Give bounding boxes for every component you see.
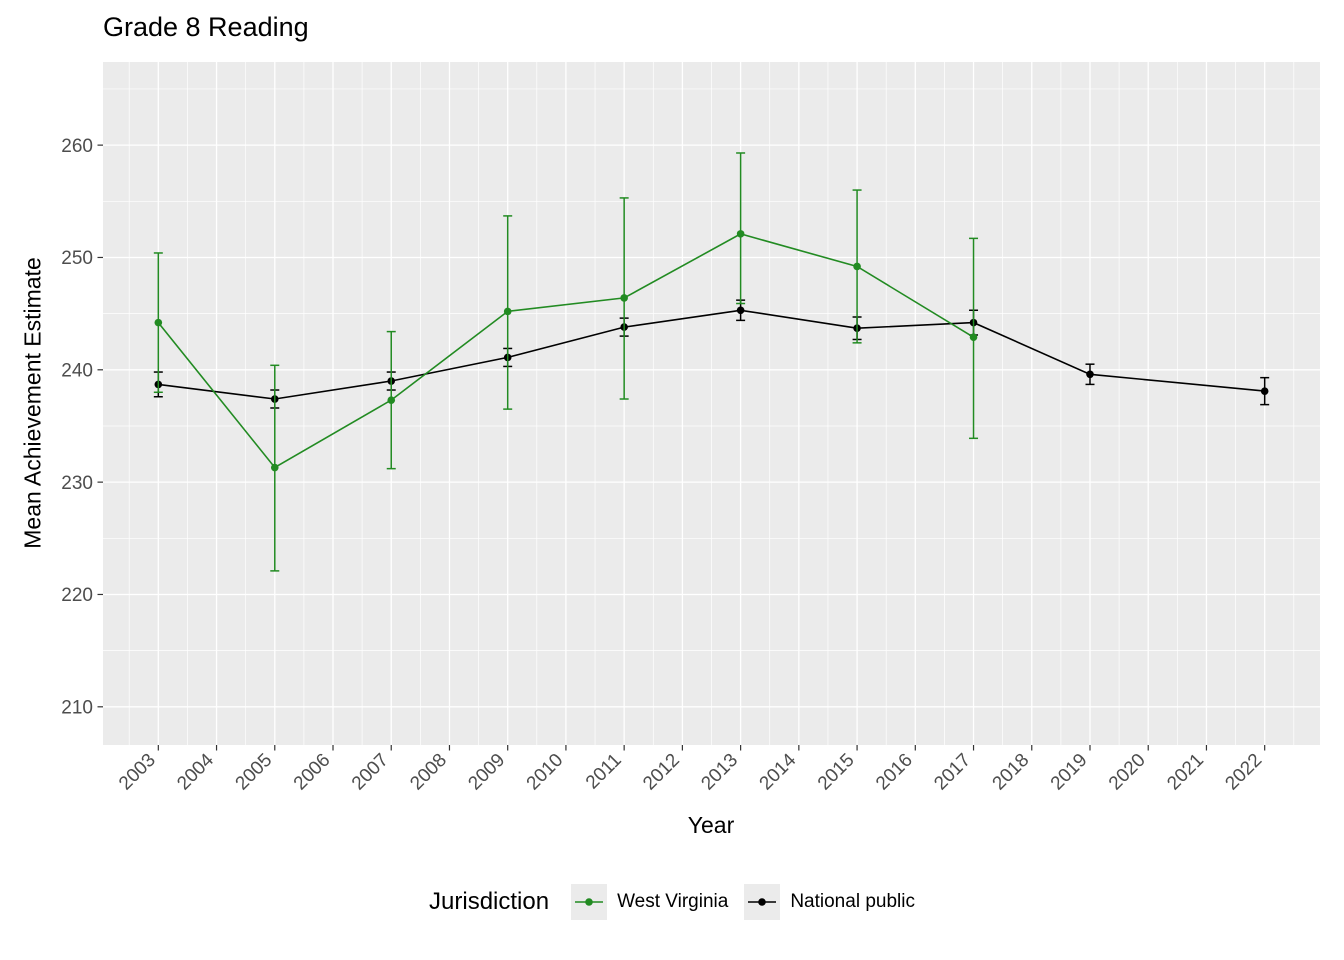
data-point-west-virginia [736, 230, 745, 238]
legend-label: National public [790, 891, 915, 912]
x-tick-label: 2007 [348, 750, 393, 795]
legend-item-national-public: National public [744, 884, 915, 920]
x-axis-title: Year [687, 812, 735, 838]
x-tick-label: 2014 [756, 749, 801, 794]
legend-key [744, 884, 781, 920]
x-tick-label: 2008 [406, 750, 451, 795]
x-tick-label: 2015 [814, 750, 859, 795]
data-point-national-public [1260, 387, 1269, 395]
x-tick-label: 2021 [1163, 750, 1208, 795]
y-tick-label: 260 [61, 136, 93, 157]
x-tick-label: 2005 [232, 750, 277, 795]
data-point-national-public [736, 306, 745, 315]
legend-key-point [758, 898, 767, 906]
data-point-west-virginia [969, 333, 978, 342]
x-tick-label: 2018 [989, 750, 1034, 795]
data-point-west-virginia [620, 294, 628, 302]
x-tick-label: 2020 [1105, 750, 1150, 795]
legend-key [571, 884, 608, 920]
chart-canvas: 210 220 230 240 250 260 2003 2004 2005 2006 2007 20… [61, 62, 1320, 795]
legend-title: Jurisdiction [429, 888, 550, 915]
data-point-west-virginia [270, 463, 279, 472]
series-line-west-virginia [157, 233, 974, 469]
x-tick-label: 2016 [872, 750, 917, 795]
legend-item-west-virginia: West Virginia [571, 884, 728, 920]
chart-title: Grade 8 Reading [103, 12, 309, 42]
series-line-national-public [158, 309, 1265, 400]
x-tick-label: 2017 [930, 750, 975, 795]
y-tick-label: 210 [61, 697, 93, 718]
x-tick-label: 2003 [115, 750, 160, 795]
data-point-national-public [1086, 370, 1094, 379]
y-tick-label: 230 [61, 473, 93, 494]
legend-key-point [585, 898, 593, 906]
x-tick-label: 2022 [1221, 750, 1266, 795]
legend: Jurisdiction West Virginia National publ… [0, 884, 1344, 920]
y-tick-label: 250 [61, 248, 93, 269]
y-tick-label: 220 [61, 585, 93, 606]
y-tick-label: 240 [61, 360, 93, 381]
data-point-west-virginia [853, 262, 861, 271]
x-tick-label: 2004 [173, 749, 218, 794]
x-tick-label: 2011 [582, 750, 626, 794]
x-tick-label: 2012 [639, 750, 684, 795]
x-tick-label: 2010 [523, 750, 568, 795]
legend-label: West Virginia [617, 891, 729, 912]
x-tick-label: 2009 [464, 750, 509, 795]
x-tick-label: 2006 [290, 750, 335, 795]
data-point-west-virginia [503, 307, 512, 316]
x-tick-label: 2019 [1047, 750, 1092, 795]
data-point-west-virginia [387, 396, 396, 404]
x-tick-label: 2013 [697, 750, 742, 795]
y-axis-title: Mean Achievement Estimate [19, 257, 46, 549]
data-point-west-virginia [154, 318, 163, 327]
